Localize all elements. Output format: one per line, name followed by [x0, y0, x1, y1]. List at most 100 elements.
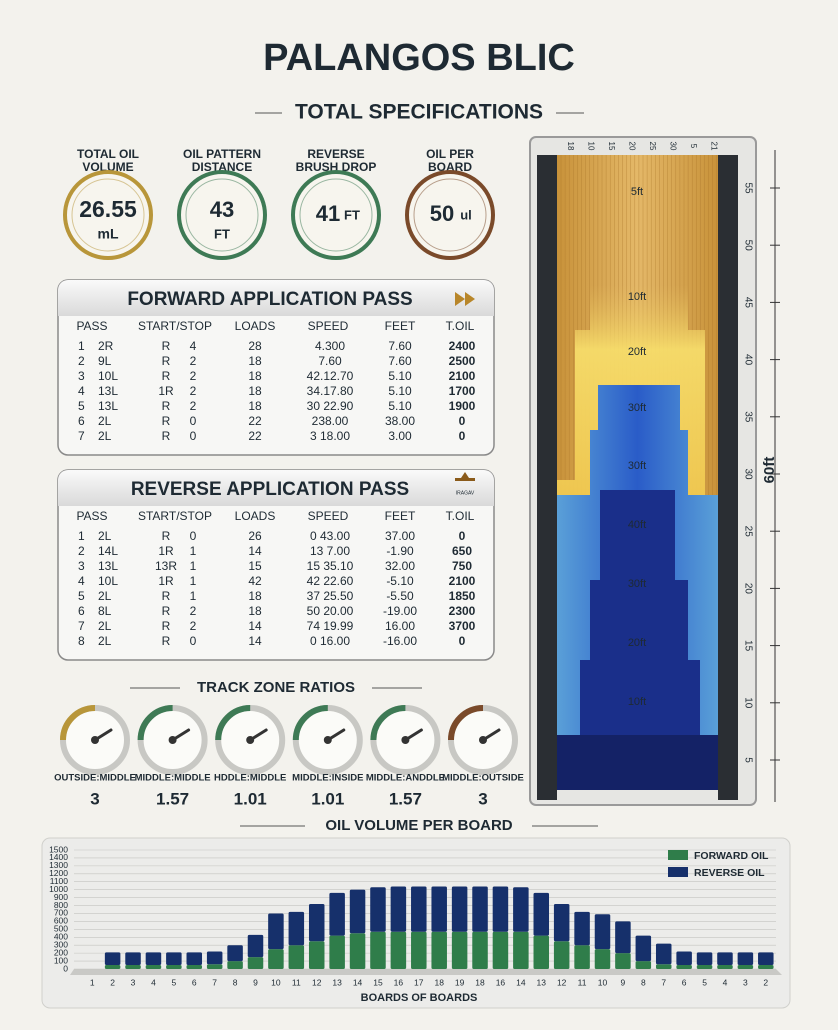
cell: 10L: [98, 574, 118, 588]
x-tick-label: 5: [702, 977, 707, 987]
spec-ring-inner: [185, 178, 259, 252]
legend-swatch: [668, 867, 688, 877]
cell: 15: [248, 559, 262, 573]
gauge-arc: [137, 705, 173, 741]
cell: R: [162, 399, 171, 413]
spec-label: OIL PATTERN: [183, 147, 261, 161]
chart-title: OIL VOLUME PER BOARD: [325, 817, 512, 834]
cell: 2: [190, 384, 197, 398]
col-header: LOADS: [235, 319, 276, 333]
x-tick-label: 12: [312, 977, 322, 987]
gauge-label: MIDDLE:MIDDLE: [135, 773, 211, 784]
section-title: TOTAL SPECIFICATIONS: [295, 101, 543, 124]
cell: 2L: [98, 529, 112, 543]
bar-segment: [758, 965, 774, 969]
gauge-label: HDDLE:MIDDLE: [214, 773, 286, 784]
x-tick-label: 16: [496, 977, 506, 987]
cell: 7: [78, 619, 85, 633]
axis-tick-label: 45: [742, 297, 753, 309]
y-tick-label: 300: [54, 939, 68, 949]
x-tick-label: 8: [233, 977, 238, 987]
cell: 0 16.00: [310, 634, 350, 648]
legend-label: FORWARD OIL: [694, 850, 769, 862]
cell: R: [162, 529, 171, 543]
bar-segment: [247, 934, 264, 958]
cell: 13L: [98, 399, 118, 413]
y-tick-label: 1500: [49, 844, 68, 854]
bar-segment: [676, 965, 692, 969]
cell: 42.12.70: [307, 369, 354, 383]
y-tick-label: 100: [54, 955, 68, 965]
zone-label: 10ft: [628, 696, 646, 708]
cell: 2400: [449, 339, 476, 353]
cell: -16.00: [383, 634, 417, 648]
gauge-arc: [215, 705, 251, 741]
spec-ring: [63, 170, 153, 260]
gauge-value: 3: [90, 789, 99, 808]
cell: 14: [248, 634, 262, 648]
axis-label: 60ft: [761, 457, 778, 484]
cell: 2R: [98, 339, 114, 353]
axis-tick-label: 15: [742, 640, 753, 652]
x-tick-label: 6: [682, 977, 687, 987]
cell: 5: [78, 399, 85, 413]
bar-segment: [145, 965, 162, 969]
bar-segment: [288, 911, 305, 946]
cell: 42 22.60: [307, 574, 354, 588]
cell: 4: [78, 574, 85, 588]
col-header: LOADS: [235, 509, 276, 523]
bar-segment: [635, 935, 652, 962]
zone-label: 10ft: [628, 291, 646, 303]
y-tick-label: 900: [54, 892, 68, 902]
gauge-arc: [60, 705, 96, 741]
bar-segment: [227, 961, 243, 969]
bar-segment: [574, 945, 590, 969]
cell: 2300: [449, 604, 476, 618]
x-tick-label: 1: [90, 977, 95, 987]
cell: 2100: [449, 574, 476, 588]
bar-segment: [125, 952, 141, 966]
cell: 5.10: [388, 369, 412, 383]
cell: 7.60: [388, 339, 412, 353]
x-tick-label: 5: [171, 977, 176, 987]
bar-segment: [533, 892, 550, 936]
x-tick-label: 4: [151, 977, 156, 987]
gauge-arc: [370, 705, 406, 741]
x-tick-label: 9: [253, 977, 258, 987]
panel-header: [58, 470, 494, 506]
col-header: PASS: [76, 319, 107, 333]
y-tick-label: 400: [54, 932, 68, 942]
axis-tick-label: 35: [742, 411, 753, 423]
bar-segment: [431, 886, 447, 932]
cell: 2L: [98, 589, 112, 603]
spec-label: VOLUME: [82, 160, 133, 174]
bar-segment: [492, 931, 509, 969]
bar-segment: [431, 931, 447, 969]
spec-ring-inner: [71, 178, 145, 252]
cell: 38.00: [385, 414, 415, 428]
cell: 18: [248, 604, 262, 618]
board-label: 30: [668, 142, 677, 151]
cell: R: [162, 369, 171, 383]
cell: 0: [459, 529, 466, 543]
icon: [455, 472, 475, 481]
cell: 0: [190, 414, 197, 428]
y-tick-label: 600: [54, 916, 68, 926]
x-tick-label: 6: [192, 977, 197, 987]
cell: -5.50: [386, 589, 414, 603]
cell: 34.17.80: [307, 384, 354, 398]
gutter: [718, 155, 738, 800]
x-axis-label: BOARDS OF BOARDS: [361, 992, 478, 1004]
cell: 50 20.00: [307, 604, 354, 618]
cell: 2L: [98, 619, 112, 633]
cell: -5.10: [386, 574, 414, 588]
cell: 22: [248, 429, 262, 443]
cell: 1R: [158, 544, 174, 558]
cell: 5.10: [388, 399, 412, 413]
cell: 37.00: [385, 529, 415, 543]
spec-ring: [405, 170, 495, 260]
spec-ring: [177, 170, 267, 260]
cell: 2L: [98, 634, 112, 648]
gauge-hub: [91, 736, 99, 744]
gauge-value: 1.57: [389, 789, 422, 808]
